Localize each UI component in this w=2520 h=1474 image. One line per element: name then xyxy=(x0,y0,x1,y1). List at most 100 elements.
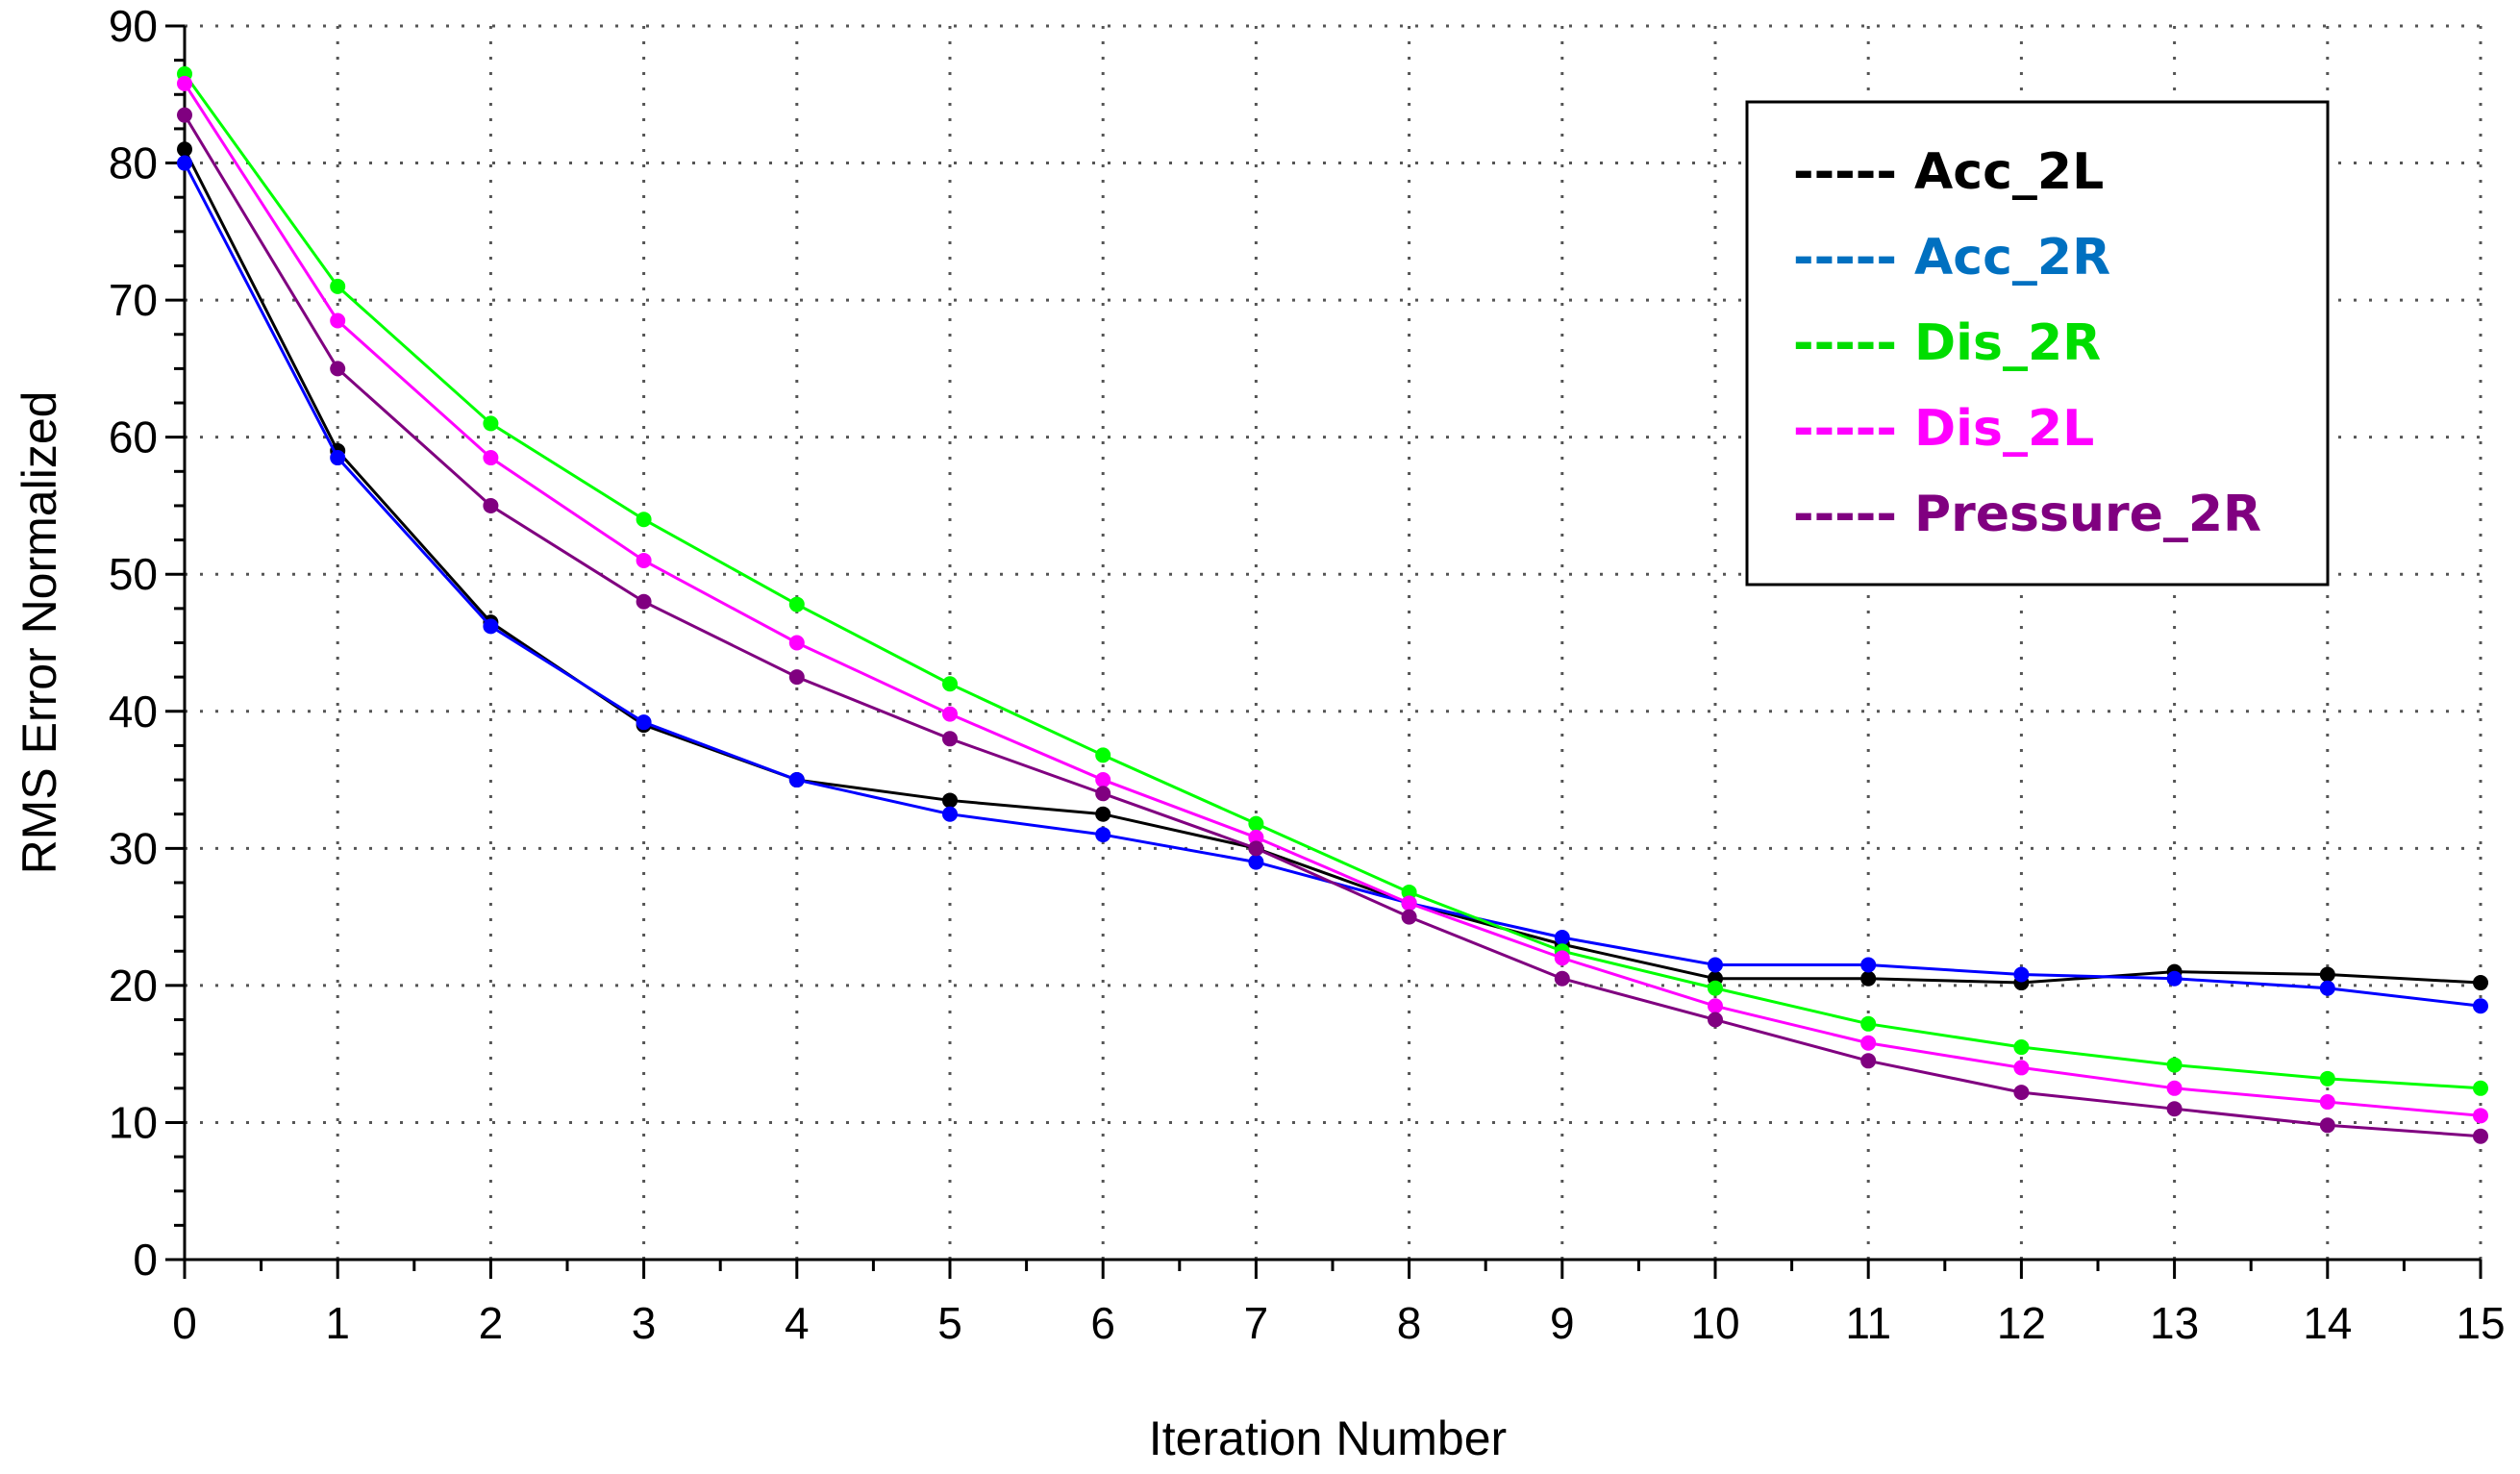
legend-entry-acc-2l: ----- Acc_2L xyxy=(1793,143,2104,201)
x-tick-label: 14 xyxy=(2303,1298,2352,1348)
x-tick-label: 0 xyxy=(172,1298,197,1348)
data-point-pressure-2r xyxy=(1554,970,1570,987)
data-point-dis-2r xyxy=(636,512,652,528)
series-line-dis-2r xyxy=(183,73,2482,1090)
x-tick-label: 12 xyxy=(1997,1298,2046,1348)
data-point-acc-2l xyxy=(1095,806,1111,822)
x-tick-label: 5 xyxy=(937,1298,962,1348)
y-tick-label: 10 xyxy=(109,1097,158,1147)
data-point-acc-2r xyxy=(1248,854,1264,870)
data-point-acc-2r xyxy=(483,618,499,635)
data-point-acc-2r xyxy=(636,714,652,731)
data-point-acc-2l xyxy=(1860,970,1877,987)
x-tick-label: 8 xyxy=(1397,1298,1422,1348)
data-point-dis-2r xyxy=(330,278,346,294)
data-point-pressure-2r xyxy=(483,497,499,513)
x-tick-label: 4 xyxy=(785,1298,810,1348)
y-tick-label: 60 xyxy=(109,412,158,462)
y-tick-label: 20 xyxy=(109,961,158,1011)
x-tick-label: 1 xyxy=(325,1298,350,1348)
y-axis-title: RMS Error Normalized xyxy=(12,391,66,875)
y-tick-label: 40 xyxy=(109,687,158,737)
x-tick-label: 11 xyxy=(1845,1298,1891,1348)
data-point-dis-2r xyxy=(1401,884,1417,900)
data-point-dis-2l xyxy=(2166,1080,2183,1096)
data-point-dis-2r xyxy=(483,415,499,432)
data-point-pressure-2r xyxy=(1248,840,1264,857)
data-point-acc-2r xyxy=(1860,957,1877,973)
data-point-dis-2r xyxy=(1860,1015,1877,1032)
data-point-dis-2l xyxy=(2013,1060,2030,1076)
legend-entry-pressure-2r: ----- Pressure_2R xyxy=(1793,486,2261,543)
data-point-acc-2r xyxy=(1708,957,1723,973)
data-point-pressure-2r xyxy=(1401,909,1417,925)
data-point-dis-2l xyxy=(942,706,958,722)
legend-entry-acc-2r: ----- Acc_2R xyxy=(1793,229,2110,287)
data-point-dis-2l xyxy=(1248,829,1264,845)
data-point-pressure-2r xyxy=(1860,1053,1877,1069)
data-point-acc-2r xyxy=(1095,827,1111,843)
data-point-acc-2l xyxy=(177,141,192,158)
data-point-dis-2l xyxy=(1095,772,1111,788)
axes: 0 1 2 3 4 5 6 7 8 9 10 11 12 13 14 15010203040506070809… xyxy=(109,1,2506,1348)
data-point-pressure-2r xyxy=(636,593,652,610)
x-tick-label: 2 xyxy=(479,1298,504,1348)
series-pressure-2r xyxy=(177,107,2488,1144)
x-tick-label: 13 xyxy=(2150,1298,2199,1348)
data-point-pressure-2r xyxy=(330,361,346,377)
data-point-acc-2r xyxy=(1554,929,1570,945)
data-point-acc-2r xyxy=(2166,970,2183,987)
data-point-dis-2l xyxy=(2473,1108,2488,1124)
data-point-dis-2l xyxy=(636,552,652,568)
data-point-pressure-2r xyxy=(2166,1101,2183,1117)
data-point-dis-2l xyxy=(788,635,805,651)
data-point-dis-2r xyxy=(2013,1039,2030,1056)
data-point-dis-2l xyxy=(177,75,192,91)
x-tick-label: 9 xyxy=(1550,1298,1575,1348)
data-point-dis-2r xyxy=(1708,980,1723,996)
y-tick-label: 50 xyxy=(109,549,158,599)
data-point-acc-2r xyxy=(788,772,805,788)
series-dis-2l xyxy=(177,75,2488,1124)
data-point-acc-2r xyxy=(942,806,958,822)
y-tick-label: 0 xyxy=(133,1235,158,1285)
legend-box xyxy=(1745,100,2330,587)
y-tick-label: 80 xyxy=(109,138,158,188)
x-tick-label: 7 xyxy=(1244,1298,1269,1348)
data-point-acc-2l xyxy=(2319,966,2335,983)
data-point-pressure-2r xyxy=(942,731,958,747)
y-tick-label: 30 xyxy=(109,823,158,873)
data-point-pressure-2r xyxy=(2319,1117,2335,1134)
data-point-pressure-2r xyxy=(1708,1012,1723,1028)
data-point-dis-2r xyxy=(1095,747,1111,763)
data-point-pressure-2r xyxy=(177,107,192,123)
data-point-pressure-2r xyxy=(2473,1128,2488,1144)
series-line-pressure-2r xyxy=(183,113,2482,1138)
data-point-acc-2r xyxy=(177,155,192,171)
legend-entry-dis-2r: ----- Dis_2R xyxy=(1793,314,2101,372)
x-axis-title: Iteration Number xyxy=(1149,1412,1507,1465)
data-point-dis-2r xyxy=(788,596,805,612)
data-point-acc-2r xyxy=(330,450,346,466)
x-tick-label: 6 xyxy=(1090,1298,1115,1348)
data-point-dis-2r xyxy=(2473,1080,2488,1096)
data-point-dis-2l xyxy=(1401,895,1417,912)
data-point-pressure-2r xyxy=(788,669,805,686)
data-point-dis-2r xyxy=(1248,815,1264,832)
y-tick-label: 90 xyxy=(109,1,158,51)
series-line-dis-2l xyxy=(183,83,2482,1117)
data-point-pressure-2r xyxy=(2013,1085,2030,1101)
data-point-acc-2r xyxy=(2319,980,2335,996)
data-point-acc-2l xyxy=(942,792,958,809)
data-point-acc-2r xyxy=(2013,966,2030,983)
x-tick-label: 15 xyxy=(2456,1298,2505,1348)
data-point-pressure-2r xyxy=(1095,786,1111,802)
data-point-dis-2r xyxy=(2319,1070,2335,1087)
legend-entry-dis-2l: ----- Dis_2L xyxy=(1793,400,2094,458)
x-tick-label: 10 xyxy=(1690,1298,1739,1348)
data-point-dis-2l xyxy=(1860,1035,1877,1051)
y-tick-label: 70 xyxy=(109,275,158,325)
data-point-dis-2l xyxy=(483,450,499,466)
data-point-acc-2r xyxy=(2473,998,2488,1014)
series-layer xyxy=(177,65,2488,1144)
